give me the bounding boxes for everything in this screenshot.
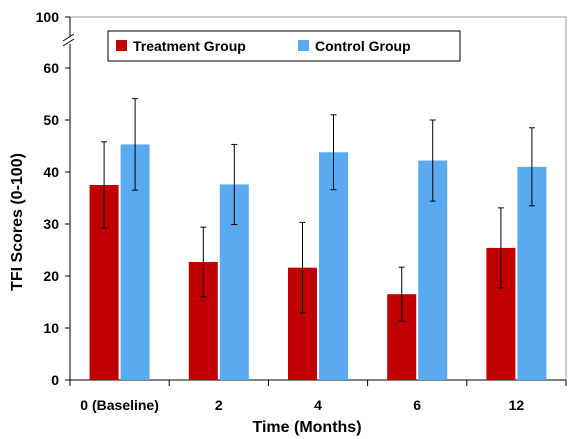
legend: Treatment Group Control Group: [107, 30, 461, 62]
x-tick-label: 0 (Baseline): [80, 397, 159, 413]
error-bar: [497, 207, 504, 289]
error-bar: [330, 114, 337, 191]
error-bars: [101, 98, 535, 322]
y-tick-label: 30: [43, 216, 59, 232]
legend-label-treatment: Treatment Group: [133, 38, 246, 54]
y-axis: 0 10 20 30 40 50 60: [43, 16, 71, 388]
y-tick-label: 10: [43, 320, 59, 336]
x-tick-label: 2: [215, 397, 223, 413]
legend-box: [107, 30, 461, 62]
axis-break-icon: [62, 33, 78, 47]
error-bar: [101, 141, 108, 229]
y-axis-title: TFI Scores (0-100): [9, 153, 26, 291]
y-break-tick-label: 100: [36, 9, 60, 25]
error-bar: [429, 119, 436, 202]
error-bar: [231, 143, 238, 226]
bar-control: [319, 152, 348, 380]
y-tick-label: 60: [43, 60, 59, 76]
bars: [89, 144, 547, 380]
error-bar: [200, 226, 207, 298]
x-axis-title: Time (Months): [252, 419, 361, 436]
x-tick-label: 12: [509, 397, 525, 413]
error-bar: [528, 127, 535, 207]
y-tick-label: 20: [43, 268, 59, 284]
error-bar: [299, 221, 306, 314]
legend-swatch-treatment: [116, 40, 127, 51]
legend-swatch-control: [298, 40, 309, 51]
x-axis: 0 (Baseline) 2 4 6 12: [69, 379, 567, 413]
x-tick-label: 4: [314, 397, 322, 413]
y-tick-label: 0: [51, 372, 59, 388]
x-tick-label: 6: [413, 397, 421, 413]
error-bar: [398, 266, 405, 322]
legend-label-control: Control Group: [315, 38, 411, 54]
error-bar: [132, 98, 139, 191]
y-tick-label: 50: [43, 112, 59, 128]
y-tick-label: 40: [43, 164, 59, 180]
